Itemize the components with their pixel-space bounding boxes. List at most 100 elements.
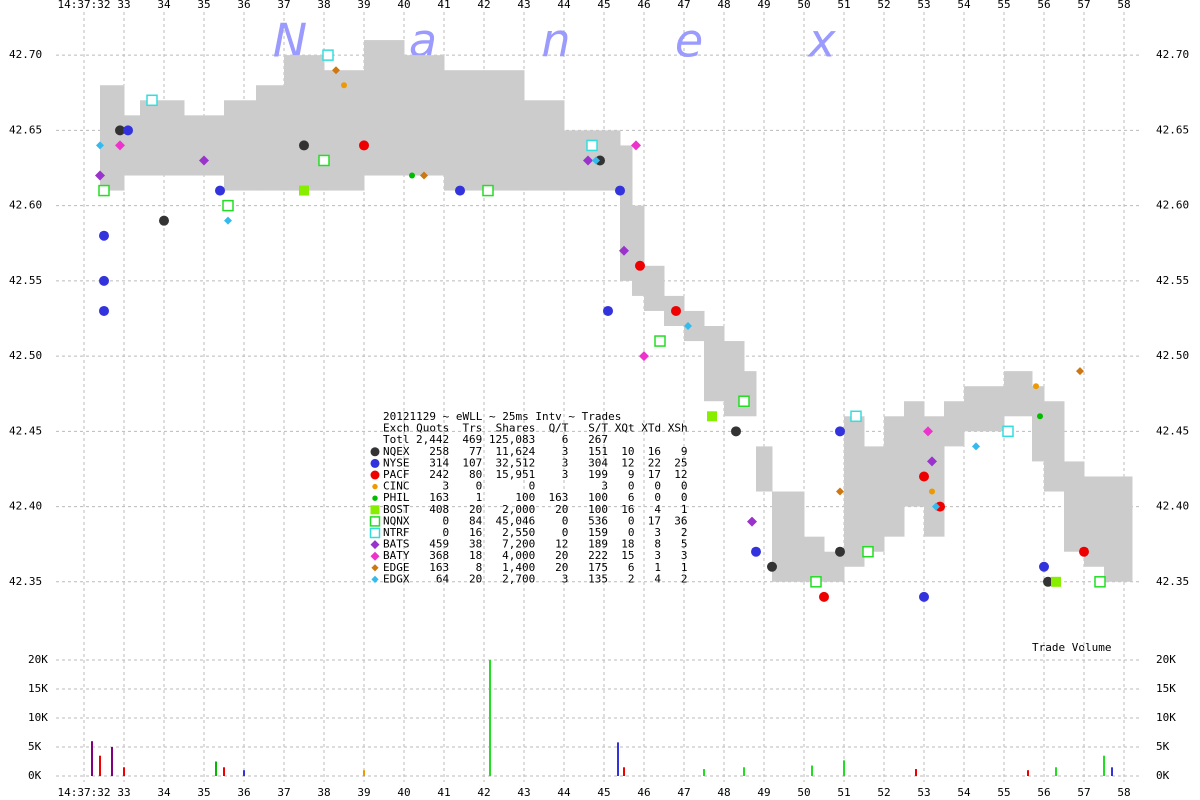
y-tick-label: 5K <box>28 740 42 753</box>
y-tick-label: 42.65 <box>9 123 42 136</box>
legend-stats: 0 16 2,550 0 159 0 3 2 <box>416 526 688 539</box>
trade-marker <box>299 185 309 196</box>
trade-marker <box>146 94 158 107</box>
quote-band <box>324 70 365 191</box>
volume-label: Trade Volume <box>1032 641 1111 654</box>
legend-icon <box>370 470 380 480</box>
y-tick-label: 42.55 <box>1156 274 1189 287</box>
legend-stats: 163 8 1,400 20 175 6 1 1 <box>416 561 688 574</box>
legend-stats: 242 80 15,951 3 199 9 17 12 <box>416 468 688 481</box>
quote-band <box>184 115 225 176</box>
y-tick-label: 42.50 <box>1156 349 1189 362</box>
trade-marker <box>850 410 862 423</box>
trade-marker <box>738 395 750 407</box>
y-tick-label: 42.35 <box>9 575 42 588</box>
legend-name: NYSE <box>383 456 410 469</box>
trade-marker <box>1076 367 1084 376</box>
x-tick-label: 45 <box>597 0 610 11</box>
trade-marker <box>919 591 929 602</box>
quote-band <box>864 446 885 552</box>
volume-bar <box>843 760 845 776</box>
x-tick-label: 57 <box>1077 786 1090 799</box>
trade-marker <box>619 245 629 256</box>
volume-bar <box>811 765 813 776</box>
volume-bar <box>91 741 93 776</box>
trade-marker <box>318 154 330 167</box>
x-tick-label: 52 <box>877 0 890 11</box>
volume-bar <box>1027 770 1029 776</box>
trade-marker <box>99 275 109 286</box>
watermark: e <box>675 14 703 68</box>
x-tick-label: 44 <box>557 0 571 11</box>
volume-bar <box>223 767 225 776</box>
legend-name: CINC <box>383 480 410 493</box>
trade-marker <box>836 487 844 496</box>
trade-marker <box>1043 576 1053 587</box>
trade-marker <box>98 184 110 197</box>
x-tick-label: 41 <box>437 786 450 799</box>
volume-bar <box>623 767 625 776</box>
x-tick-label: 58 <box>1117 786 1130 799</box>
volume-bar <box>111 747 113 776</box>
legend-stats: 314 107 32,512 3 304 12 22 25 <box>416 456 688 469</box>
trade-marker <box>927 456 937 467</box>
quote-band <box>944 401 965 447</box>
x-tick-label: 48 <box>717 786 730 799</box>
trade-marker <box>1039 561 1049 572</box>
x-tick-label: 36 <box>237 786 250 799</box>
y-tick-label: 42.40 <box>1156 500 1189 513</box>
trade-marker <box>923 426 933 437</box>
y-tick-label: 42.70 <box>1156 48 1189 61</box>
x-tick-label: 50 <box>797 0 810 11</box>
trade-marker <box>159 215 169 226</box>
volume-bar <box>123 767 125 776</box>
trade-marker <box>322 49 334 61</box>
x-tick-label: 54 <box>957 0 971 11</box>
volume-bar <box>1055 767 1057 776</box>
trade-marker <box>639 351 649 362</box>
legend-icon <box>371 564 379 572</box>
x-tick-label: 35 <box>197 0 210 11</box>
trade-marker <box>115 140 125 151</box>
legend-name: Totl <box>383 433 410 446</box>
y-tick-label: 0K <box>1156 769 1170 782</box>
y-tick-label: 42.40 <box>9 500 42 513</box>
x-tick-label: 52 <box>877 786 890 799</box>
y-tick-label: 20K <box>1156 653 1176 666</box>
quote-band <box>100 85 125 191</box>
quote-band <box>884 416 905 537</box>
x-tick-label: 49 <box>757 0 770 11</box>
trade-marker <box>747 516 757 527</box>
x-tick-label: 38 <box>317 0 330 11</box>
trade-marker <box>635 260 645 271</box>
trade-marker <box>95 170 105 181</box>
trade-marker <box>919 471 929 482</box>
legend-stats: 408 20 2,000 20 100 16 4 1 <box>416 503 688 516</box>
quote-band <box>284 55 325 191</box>
trade-marker <box>1079 546 1089 557</box>
trade-marker <box>115 125 125 136</box>
quote-band <box>904 401 925 507</box>
quote-band <box>1084 476 1105 567</box>
trade-marker <box>586 139 598 152</box>
quote-band <box>224 100 257 191</box>
trade-marker <box>341 82 347 89</box>
trade-marker <box>482 184 494 197</box>
x-tick-label: 56 <box>1037 786 1050 799</box>
volume-bar <box>215 761 217 776</box>
trade-marker <box>199 155 209 166</box>
y-tick-label: 15K <box>1156 682 1176 695</box>
quote-band <box>1104 476 1125 582</box>
x-tick-label: 39 <box>357 0 370 11</box>
y-tick-label: 42.35 <box>1156 575 1189 588</box>
legend-title: 20121129 ~ eWLL ~ 25ms Intv ~ Trades <box>383 410 621 423</box>
trade-marker <box>224 216 232 225</box>
y-tick-label: 15K <box>28 682 48 695</box>
trade-marker <box>215 185 225 196</box>
x-tick-label: 55 <box>997 786 1010 799</box>
legend-name: EDGX <box>383 572 410 585</box>
x-tick-label: 41 <box>437 0 450 11</box>
legend-header: Exch Quots Trs Shares Q/T S/T XQt XTd XS… <box>383 422 688 435</box>
quote-band <box>1032 386 1045 462</box>
trade-marker <box>299 140 309 151</box>
